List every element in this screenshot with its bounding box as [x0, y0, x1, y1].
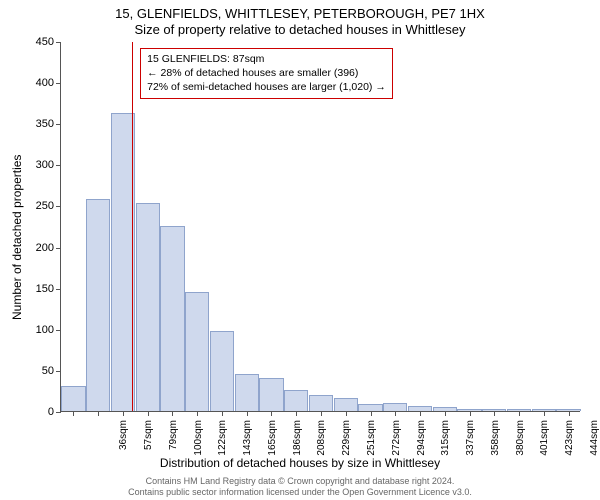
histogram-bar	[259, 378, 283, 411]
ytick-label: 400	[0, 77, 54, 89]
annotation-line2: ← 28% of detached houses are smaller (39…	[147, 66, 386, 80]
xtick-mark	[519, 411, 520, 416]
ytick-mark	[56, 83, 61, 84]
xtick-mark	[321, 411, 322, 416]
xtick-label: 294sqm	[416, 420, 427, 470]
xtick-label: 251sqm	[366, 420, 377, 470]
xtick-label: 208sqm	[316, 420, 327, 470]
ytick-mark	[56, 289, 61, 290]
ytick-label: 350	[0, 118, 54, 130]
xtick-mark	[296, 411, 297, 416]
xtick-label: 315sqm	[440, 420, 451, 470]
ytick-label: 450	[0, 36, 54, 48]
footer-line1: Contains HM Land Registry data © Crown c…	[0, 476, 600, 487]
chart-title-line1: 15, GLENFIELDS, WHITTLESEY, PETERBOROUGH…	[0, 6, 600, 21]
xtick-mark	[98, 411, 99, 416]
ytick-label: 300	[0, 159, 54, 171]
xtick-mark	[395, 411, 396, 416]
xtick-mark	[371, 411, 372, 416]
ytick-mark	[56, 412, 61, 413]
annotation-line3: 72% of semi-detached houses are larger (…	[147, 80, 386, 94]
ytick-mark	[56, 371, 61, 372]
histogram-bar	[284, 390, 308, 411]
xtick-label: 122sqm	[217, 420, 228, 470]
ytick-label: 0	[0, 406, 54, 418]
ytick-label: 50	[0, 365, 54, 377]
property-marker-line	[132, 42, 133, 411]
xtick-label: 401sqm	[539, 420, 550, 470]
xtick-mark	[123, 411, 124, 416]
xtick-mark	[445, 411, 446, 416]
xtick-label: 165sqm	[267, 420, 278, 470]
xtick-label: 337sqm	[465, 420, 476, 470]
xtick-mark	[569, 411, 570, 416]
xtick-mark	[470, 411, 471, 416]
histogram-bar	[136, 203, 160, 411]
xtick-label: 143sqm	[242, 420, 253, 470]
histogram-bar	[86, 199, 110, 411]
annotation-box: 15 GLENFIELDS: 87sqm← 28% of detached ho…	[140, 48, 393, 99]
ytick-mark	[56, 330, 61, 331]
xtick-label: 79sqm	[168, 420, 179, 470]
xtick-label: 380sqm	[515, 420, 526, 470]
histogram-bar	[210, 331, 234, 411]
xtick-label: 36sqm	[118, 420, 129, 470]
y-axis-label: Number of detached properties	[10, 155, 24, 320]
ytick-mark	[56, 206, 61, 207]
xtick-mark	[346, 411, 347, 416]
xtick-mark	[222, 411, 223, 416]
xtick-label: 186sqm	[292, 420, 303, 470]
histogram-bar	[383, 403, 407, 411]
ytick-mark	[56, 248, 61, 249]
xtick-mark	[271, 411, 272, 416]
xtick-mark	[197, 411, 198, 416]
xtick-mark	[148, 411, 149, 416]
histogram-bar	[309, 395, 333, 411]
histogram-chart: 15, GLENFIELDS, WHITTLESEY, PETERBOROUGH…	[0, 0, 600, 500]
ytick-label: 250	[0, 200, 54, 212]
xtick-label: 229sqm	[341, 420, 352, 470]
ytick-label: 200	[0, 242, 54, 254]
xtick-mark	[73, 411, 74, 416]
chart-footer: Contains HM Land Registry data © Crown c…	[0, 476, 600, 498]
ytick-mark	[56, 165, 61, 166]
histogram-bar	[160, 226, 184, 411]
footer-line2: Contains public sector information licen…	[0, 487, 600, 498]
xtick-label: 423sqm	[564, 420, 575, 470]
ytick-mark	[56, 124, 61, 125]
histogram-bar	[185, 292, 209, 411]
ytick-label: 150	[0, 283, 54, 295]
xtick-label: 100sqm	[193, 420, 204, 470]
xtick-label: 57sqm	[143, 420, 154, 470]
xtick-mark	[247, 411, 248, 416]
histogram-bar	[334, 398, 358, 411]
xtick-label: 272sqm	[391, 420, 402, 470]
histogram-bar	[235, 374, 259, 411]
xtick-mark	[494, 411, 495, 416]
histogram-bar	[61, 386, 85, 411]
xtick-label: 444sqm	[589, 420, 600, 470]
plot-area: 15 GLENFIELDS: 87sqm← 28% of detached ho…	[60, 42, 580, 412]
ytick-mark	[56, 42, 61, 43]
xtick-mark	[172, 411, 173, 416]
annotation-line1: 15 GLENFIELDS: 87sqm	[147, 52, 386, 66]
ytick-label: 100	[0, 324, 54, 336]
xtick-mark	[544, 411, 545, 416]
chart-title-line2: Size of property relative to detached ho…	[0, 22, 600, 37]
xtick-label: 358sqm	[490, 420, 501, 470]
xtick-mark	[420, 411, 421, 416]
